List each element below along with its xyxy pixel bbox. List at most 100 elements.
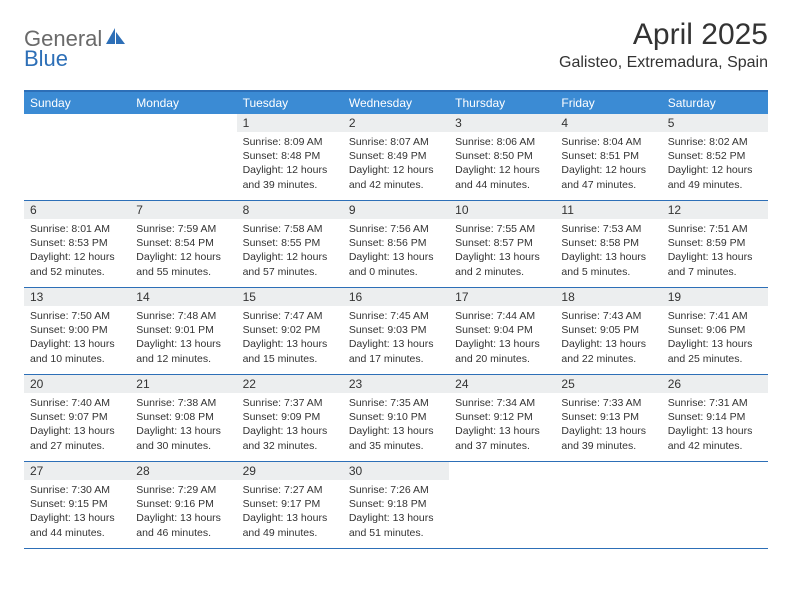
day-info: Sunrise: 7:51 AMSunset: 8:59 PMDaylight:… — [668, 222, 762, 279]
day-number: 22 — [237, 375, 343, 393]
day-info: Sunrise: 7:29 AMSunset: 9:16 PMDaylight:… — [136, 483, 230, 540]
week-row: 6 Sunrise: 8:01 AMSunset: 8:53 PMDaylight… — [24, 201, 768, 288]
day-number: 27 — [24, 462, 130, 480]
day-info: Sunrise: 7:55 AMSunset: 8:57 PMDaylight:… — [455, 222, 549, 279]
day-info: Sunrise: 7:58 AMSunset: 8:55 PMDaylight:… — [243, 222, 337, 279]
day-info: Sunrise: 8:02 AMSunset: 8:52 PMDaylight:… — [668, 135, 762, 192]
day-cell: 4 Sunrise: 8:04 AMSunset: 8:51 PMDaylight… — [555, 114, 661, 200]
day-number: 25 — [555, 375, 661, 393]
day-cell: 17 Sunrise: 7:44 AMSunset: 9:04 PMDayligh… — [449, 288, 555, 374]
day-info: Sunrise: 7:40 AMSunset: 9:07 PMDaylight:… — [30, 396, 124, 453]
day-number: 16 — [343, 288, 449, 306]
day-info: Sunrise: 7:45 AMSunset: 9:03 PMDaylight:… — [349, 309, 443, 366]
day-cell: 1 Sunrise: 8:09 AMSunset: 8:48 PMDaylight… — [237, 114, 343, 200]
day-info: Sunrise: 8:09 AMSunset: 8:48 PMDaylight:… — [243, 135, 337, 192]
day-info: Sunrise: 8:01 AMSunset: 8:53 PMDaylight:… — [30, 222, 124, 279]
day-cell: 7 Sunrise: 7:59 AMSunset: 8:54 PMDaylight… — [130, 201, 236, 287]
day-cell: 30Sunrise: 7:26 AMSunset: 9:18 PMDayligh… — [343, 462, 449, 548]
day-number: 30 — [343, 462, 449, 480]
day-info: Sunrise: 7:59 AMSunset: 8:54 PMDaylight:… — [136, 222, 230, 279]
day-info: Sunrise: 7:37 AMSunset: 9:09 PMDaylight:… — [243, 396, 337, 453]
day-number: 20 — [24, 375, 130, 393]
day-info: Sunrise: 7:33 AMSunset: 9:13 PMDaylight:… — [561, 396, 655, 453]
day-info: Sunrise: 7:30 AMSunset: 9:15 PMDaylight:… — [30, 483, 124, 540]
day-cell: 27 Sunrise: 7:30 AMSunset: 9:15 PMDayligh… — [24, 462, 130, 548]
day-number: 1 — [237, 114, 343, 132]
day-number: 2 — [343, 114, 449, 132]
day-info: Sunrise: 7:43 AMSunset: 9:05 PMDaylight:… — [561, 309, 655, 366]
day-cell: 2 Sunrise: 8:07 AMSunset: 8:49 PMDaylight… — [343, 114, 449, 200]
week-row: 20 Sunrise: 7:40 AMSunset: 9:07 PMDayligh… — [24, 375, 768, 462]
day-number: 14 — [130, 288, 236, 306]
day-number: 11 — [555, 201, 661, 219]
day-cell: 28 Sunrise: 7:29 AMSunset: 9:16 PMDayligh… — [130, 462, 236, 548]
day-info: Sunrise: 7:44 AMSunset: 9:04 PMDaylight:… — [455, 309, 549, 366]
day-info: Sunrise: 7:48 AMSunset: 9:01 PMDaylight:… — [136, 309, 230, 366]
day-cell: 8 Sunrise: 7:58 AMSunset: 8:55 PMDaylight… — [237, 201, 343, 287]
day-header: Thursday — [449, 92, 555, 114]
day-number: 4 — [555, 114, 661, 132]
day-number: 8 — [237, 201, 343, 219]
title-block: April 2025 Galisteo, Extremadura, Spain — [559, 18, 768, 72]
day-number: 28 — [130, 462, 236, 480]
day-info: Sunrise: 8:07 AMSunset: 8:49 PMDaylight:… — [349, 135, 443, 192]
day-cell: 19 Sunrise: 7:41 AMSunset: 9:06 PMDayligh… — [662, 288, 768, 374]
day-cell: 16 Sunrise: 7:45 AMSunset: 9:03 PMDayligh… — [343, 288, 449, 374]
day-cell: 23 Sunrise: 7:35 AMSunset: 9:10 PMDayligh… — [343, 375, 449, 461]
day-number: 17 — [449, 288, 555, 306]
day-number: 3 — [449, 114, 555, 132]
week-row: 13 Sunrise: 7:50 AMSunset: 9:00 PMDayligh… — [24, 288, 768, 375]
day-info: Sunrise: 7:56 AMSunset: 8:56 PMDaylight:… — [349, 222, 443, 279]
month-title: April 2025 — [559, 18, 768, 52]
day-header-row: SundayMondayTuesdayWednesdayThursdayFrid… — [24, 92, 768, 114]
day-number: 5 — [662, 114, 768, 132]
day-number: 7 — [130, 201, 236, 219]
day-info: Sunrise: 7:47 AMSunset: 9:02 PMDaylight:… — [243, 309, 337, 366]
day-info: Sunrise: 7:34 AMSunset: 9:12 PMDaylight:… — [455, 396, 549, 453]
day-cell: 13 Sunrise: 7:50 AMSunset: 9:00 PMDayligh… — [24, 288, 130, 374]
day-info: Sunrise: 7:27 AMSunset: 9:17 PMDaylight:… — [243, 483, 337, 540]
day-cell: 9Sunrise: 7:56 AMSunset: 8:56 PMDaylight… — [343, 201, 449, 287]
day-cell: 15Sunrise: 7:47 AMSunset: 9:02 PMDayligh… — [237, 288, 343, 374]
day-info: Sunrise: 7:50 AMSunset: 9:00 PMDaylight:… — [30, 309, 124, 366]
empty-cell — [130, 114, 236, 200]
empty-cell — [662, 462, 768, 548]
day-cell: 12 Sunrise: 7:51 AMSunset: 8:59 PMDayligh… — [662, 201, 768, 287]
day-number: 19 — [662, 288, 768, 306]
calendar: SundayMondayTuesdayWednesdayThursdayFrid… — [24, 90, 768, 549]
day-cell: 25 Sunrise: 7:33 AMSunset: 9:13 PMDayligh… — [555, 375, 661, 461]
day-info: Sunrise: 7:35 AMSunset: 9:10 PMDaylight:… — [349, 396, 443, 453]
day-header: Tuesday — [237, 92, 343, 114]
day-header: Sunday — [24, 92, 130, 114]
day-info: Sunrise: 8:04 AMSunset: 8:51 PMDaylight:… — [561, 135, 655, 192]
day-cell: 11Sunrise: 7:53 AMSunset: 8:58 PMDayligh… — [555, 201, 661, 287]
day-number: 12 — [662, 201, 768, 219]
day-cell: 20 Sunrise: 7:40 AMSunset: 9:07 PMDayligh… — [24, 375, 130, 461]
day-number: 13 — [24, 288, 130, 306]
calendar-body: 1 Sunrise: 8:09 AMSunset: 8:48 PMDaylight… — [24, 114, 768, 549]
day-number: 10 — [449, 201, 555, 219]
day-cell: 5 Sunrise: 8:02 AMSunset: 8:52 PMDaylight… — [662, 114, 768, 200]
empty-cell — [449, 462, 555, 548]
day-number: 29 — [237, 462, 343, 480]
day-header: Friday — [555, 92, 661, 114]
day-info: Sunrise: 8:06 AMSunset: 8:50 PMDaylight:… — [455, 135, 549, 192]
day-number: 26 — [662, 375, 768, 393]
day-cell: 6 Sunrise: 8:01 AMSunset: 8:53 PMDaylight… — [24, 201, 130, 287]
day-cell: 24 Sunrise: 7:34 AMSunset: 9:12 PMDayligh… — [449, 375, 555, 461]
day-number: 24 — [449, 375, 555, 393]
day-cell: 10 Sunrise: 7:55 AMSunset: 8:57 PMDayligh… — [449, 201, 555, 287]
week-row: 27 Sunrise: 7:30 AMSunset: 9:15 PMDayligh… — [24, 462, 768, 549]
day-info: Sunrise: 7:31 AMSunset: 9:14 PMDaylight:… — [668, 396, 762, 453]
day-cell: 21Sunrise: 7:38 AMSunset: 9:08 PMDayligh… — [130, 375, 236, 461]
empty-cell — [555, 462, 661, 548]
day-header: Monday — [130, 92, 236, 114]
logo-line2: Blue — [24, 46, 68, 72]
week-row: 1 Sunrise: 8:09 AMSunset: 8:48 PMDaylight… — [24, 114, 768, 201]
day-number: 23 — [343, 375, 449, 393]
day-number: 21 — [130, 375, 236, 393]
day-cell: 3 Sunrise: 8:06 AMSunset: 8:50 PMDaylight… — [449, 114, 555, 200]
day-info: Sunrise: 7:41 AMSunset: 9:06 PMDaylight:… — [668, 309, 762, 366]
logo-sail-icon — [105, 27, 127, 52]
day-number: 6 — [24, 201, 130, 219]
